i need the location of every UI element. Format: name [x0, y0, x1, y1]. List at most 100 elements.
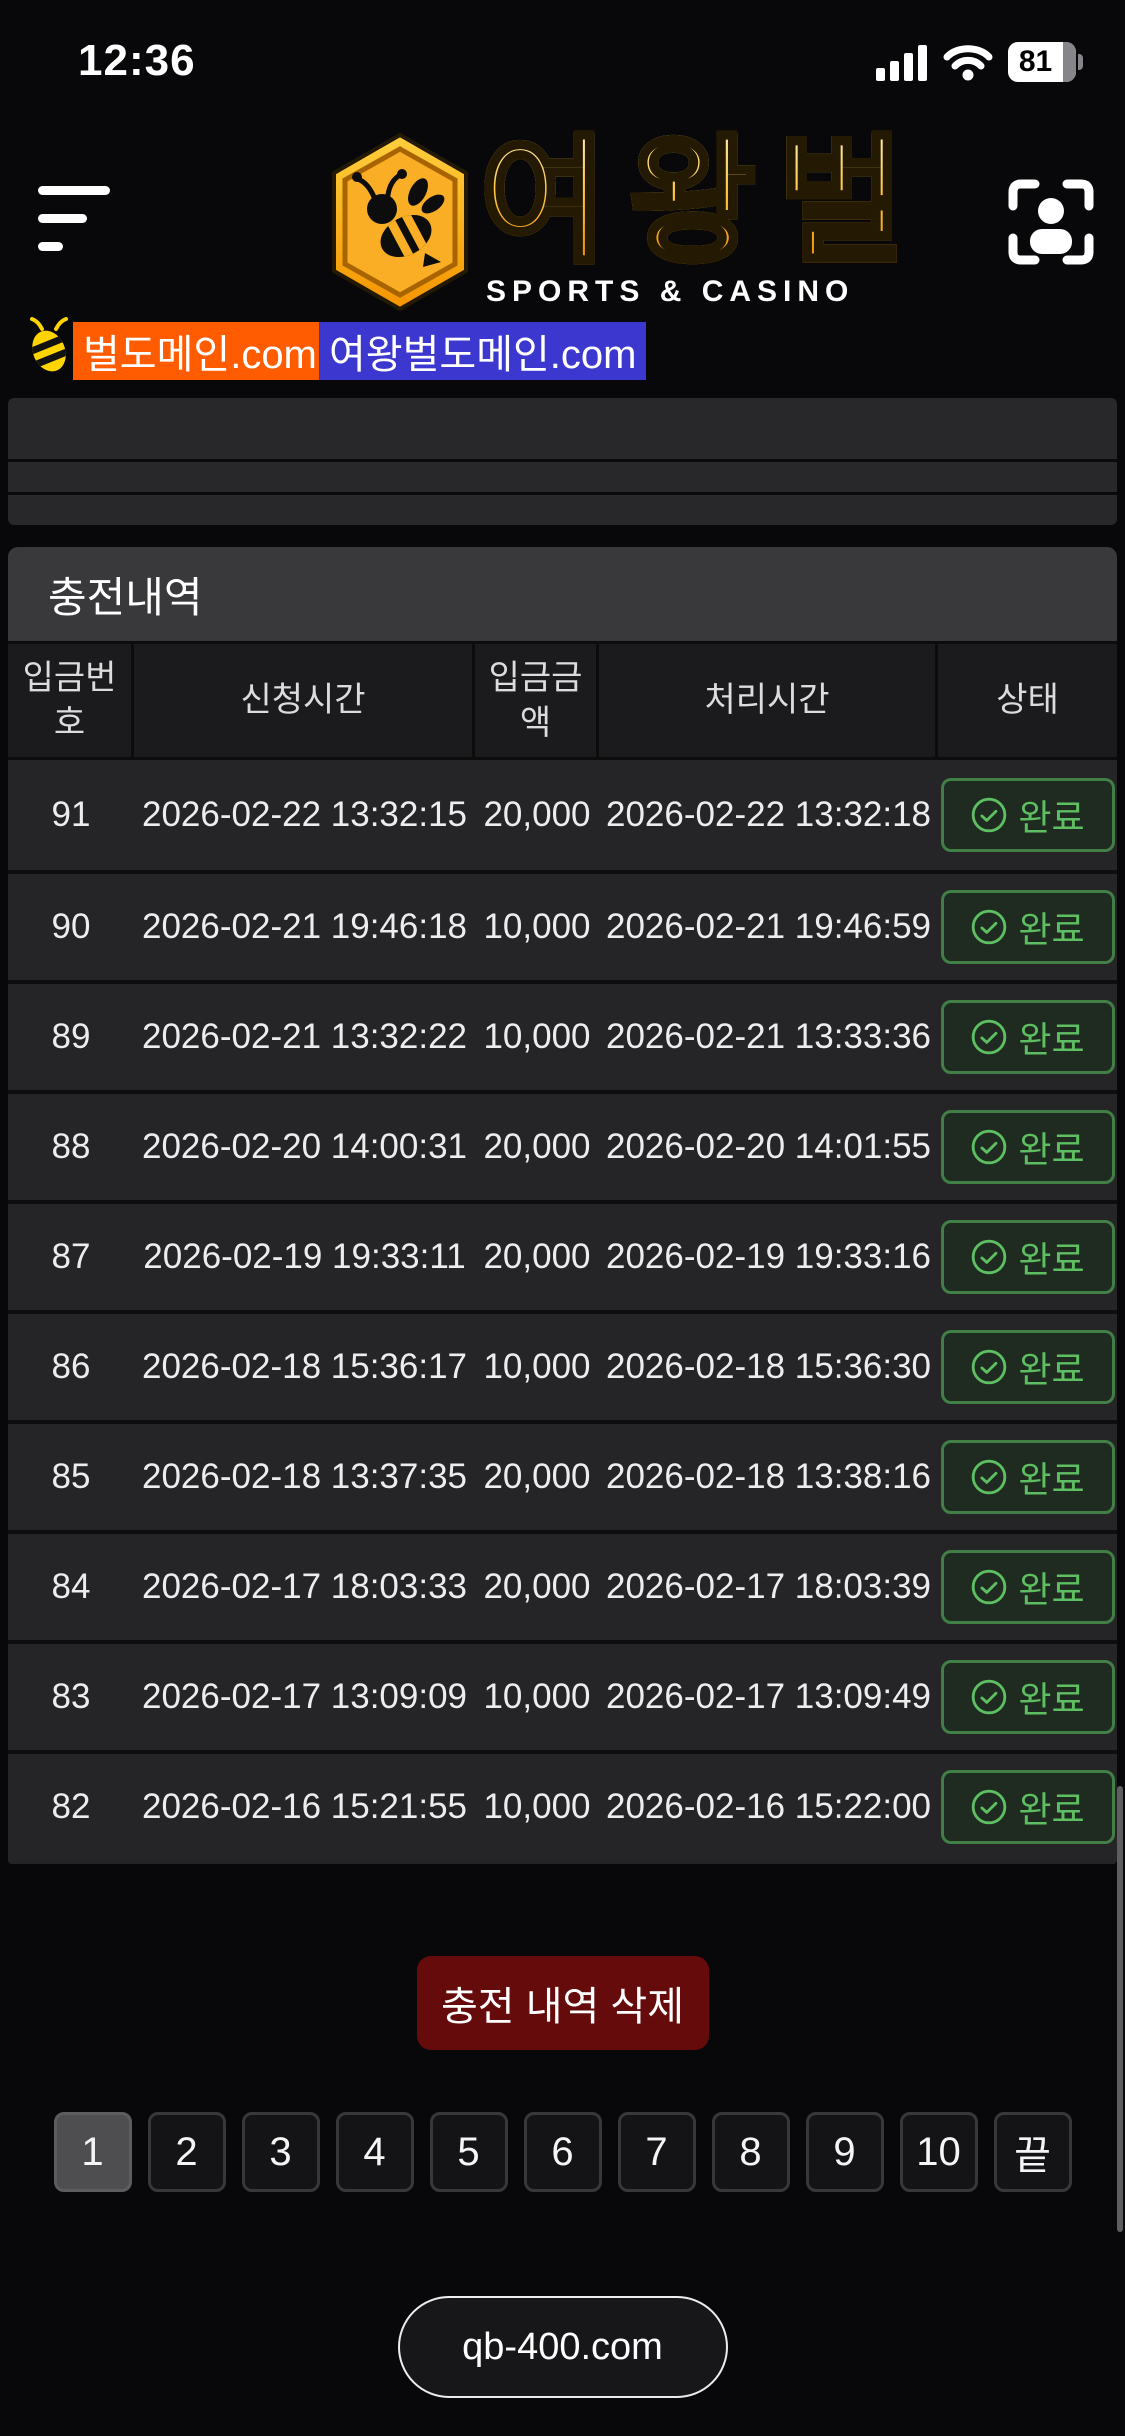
domain-badge-blue[interactable]: 여왕벌도메인.com — [319, 322, 647, 380]
cell-process-time: 2026-02-19 19:33:16 — [606, 1236, 931, 1276]
menu-button[interactable] — [38, 186, 110, 251]
status-badge: 완료 — [940, 1660, 1115, 1734]
page-button[interactable]: 5 — [429, 2112, 508, 2192]
page-button[interactable]: 9 — [805, 2112, 884, 2192]
cell-process-time: 2026-02-17 18:03:39 — [606, 1566, 931, 1606]
account-icon[interactable] — [1005, 176, 1097, 268]
table-row: 86 2026-02-18 15:36:17 10,000 2026-02-18… — [8, 1310, 1117, 1420]
page-button[interactable]: 6 — [523, 2112, 602, 2192]
battery-icon: 81 — [1008, 42, 1083, 82]
cell-status: 완료 — [938, 1754, 1117, 1860]
page-button[interactable]: 끝 — [993, 2112, 1072, 2192]
cell-amount: 10,000 — [483, 1017, 591, 1056]
page-button[interactable]: 2 — [147, 2112, 226, 2192]
cell-deposit-no: 89 — [51, 1016, 91, 1056]
table-row: 84 2026-02-17 18:03:33 20,000 2026-02-17… — [8, 1530, 1117, 1640]
page-button[interactable]: 10 — [899, 2112, 978, 2192]
cell-deposit-no: 86 — [51, 1346, 91, 1386]
cell-deposit-no: 88 — [51, 1126, 91, 1166]
cell-request-time: 2026-02-20 14:00:31 — [142, 1126, 467, 1166]
status-badge: 완료 — [940, 1000, 1115, 1074]
deposit-history-panel: 충전내역 입금번호 신청시간 입금금액 처리시간 상태 91 2026-02-22 13… — [8, 547, 1117, 1864]
cell-process-time: 2026-02-18 13:38:16 — [606, 1456, 931, 1496]
brand-name: 여왕벌 — [478, 125, 927, 279]
cell-deposit-no: 90 — [51, 906, 91, 946]
cell-process-time: 2026-02-22 13:32:18 — [606, 794, 931, 834]
table-row: 90 2026-02-21 19:46:18 10,000 2026-02-21… — [8, 870, 1117, 980]
cell-request-time: 2026-02-22 13:32:15 — [142, 794, 467, 834]
page-button[interactable]: 3 — [241, 2112, 320, 2192]
status-label: 완료 — [1018, 1239, 1085, 1280]
cell-status: 완료 — [938, 874, 1117, 980]
table-row: 87 2026-02-19 19:33:11 20,000 2026-02-19… — [8, 1200, 1117, 1310]
table-row: 89 2026-02-21 13:32:22 10,000 2026-02-21… — [8, 980, 1117, 1090]
column-header: 신청시간 — [134, 644, 472, 757]
status-badge: 완료 — [940, 1220, 1115, 1294]
cell-deposit-no: 91 — [51, 794, 91, 834]
cell-deposit-no: 83 — [51, 1676, 91, 1716]
cell-deposit-no: 87 — [51, 1236, 91, 1276]
cell-request-time: 2026-02-18 13:37:35 — [142, 1456, 467, 1496]
brand-logo[interactable]: 여왕벌 SPORTS & CASINO — [330, 125, 927, 311]
cell-process-time: 2026-02-17 13:09:49 — [606, 1676, 931, 1716]
status-label: 완료 — [1018, 1019, 1085, 1060]
cell-status: 완료 — [938, 1644, 1117, 1750]
battery-percent: 81 — [1018, 45, 1053, 78]
cell-amount: 20,000 — [483, 1457, 591, 1496]
scrollbar[interactable] — [1117, 1786, 1123, 2232]
cell-deposit-no: 82 — [51, 1786, 91, 1826]
status-label: 완료 — [1018, 797, 1085, 838]
table-row: 82 2026-02-16 15:21:55 10,000 2026-02-16… — [8, 1750, 1117, 1860]
cell-amount: 20,000 — [483, 1567, 591, 1606]
bee-hexagon-icon — [332, 133, 468, 311]
cell-process-time: 2026-02-20 14:01:55 — [606, 1126, 931, 1166]
table-row: 91 2026-02-22 13:32:15 20,000 2026-02-22… — [8, 760, 1117, 870]
cell-status: 완료 — [938, 760, 1117, 870]
delete-history-button[interactable]: 충전 내역 삭제 — [416, 1956, 709, 2050]
check-circle-icon — [972, 1789, 1007, 1825]
pagination: 1 2 3 4 5 6 7 8 9 10 끝 — [0, 2112, 1125, 2192]
cell-request-time: 2026-02-21 13:32:22 — [142, 1016, 467, 1056]
cell-process-time: 2026-02-21 19:46:59 — [606, 906, 931, 946]
column-header: 상태 — [938, 644, 1117, 757]
cell-amount: 10,000 — [483, 907, 591, 946]
page-button[interactable]: 7 — [617, 2112, 696, 2192]
empty-row — [8, 462, 1117, 495]
empty-row — [8, 495, 1117, 525]
cell-amount: 10,000 — [483, 1787, 591, 1826]
status-badge: 완료 — [940, 890, 1115, 964]
cell-request-time: 2026-02-17 18:03:33 — [142, 1566, 467, 1606]
cell-deposit-no: 85 — [51, 1456, 91, 1496]
table-row: 88 2026-02-20 14:00:31 20,000 2026-02-20… — [8, 1090, 1117, 1200]
status-label: 완료 — [1018, 1459, 1085, 1500]
bee-icon — [26, 317, 72, 372]
status-label: 완료 — [1018, 1349, 1085, 1390]
cell-status: 완료 — [938, 1424, 1117, 1530]
cell-status: 완료 — [938, 1204, 1117, 1310]
table-row: 83 2026-02-17 13:09:09 10,000 2026-02-17… — [8, 1640, 1117, 1750]
table-row: 85 2026-02-18 13:37:35 20,000 2026-02-18… — [8, 1420, 1117, 1530]
column-header: 입금번호 — [8, 644, 131, 757]
cell-process-time: 2026-02-16 15:22:00 — [606, 1786, 931, 1826]
status-badge: 완료 — [940, 1550, 1115, 1624]
brand-tagline: SPORTS & CASINO — [486, 275, 855, 308]
table-header: 입금번호 신청시간 입금금액 처리시간 상태 — [8, 641, 1117, 760]
panel-title: 충전내역 — [8, 547, 1117, 641]
cell-status: 완료 — [938, 1314, 1117, 1420]
cell-amount: 20,000 — [483, 795, 591, 834]
status-badge: 완료 — [940, 1330, 1115, 1404]
check-circle-icon — [972, 909, 1007, 945]
status-badge: 완료 — [940, 1440, 1115, 1514]
page-button[interactable]: 4 — [335, 2112, 414, 2192]
page-button[interactable]: 8 — [711, 2112, 790, 2192]
cell-amount: 20,000 — [483, 1237, 591, 1276]
cellular-signal-icon — [876, 45, 927, 81]
cell-request-time: 2026-02-21 19:46:18 — [142, 906, 467, 946]
status-time: 12:36 — [78, 36, 196, 85]
page-button[interactable]: 1 — [53, 2112, 132, 2192]
domain-badge-orange[interactable]: 벌도메인.com — [73, 322, 327, 380]
footer-domain-pill[interactable]: qb-400.com — [397, 2296, 728, 2398]
cell-amount: 10,000 — [483, 1677, 591, 1716]
cell-process-time: 2026-02-21 13:33:36 — [606, 1016, 931, 1056]
